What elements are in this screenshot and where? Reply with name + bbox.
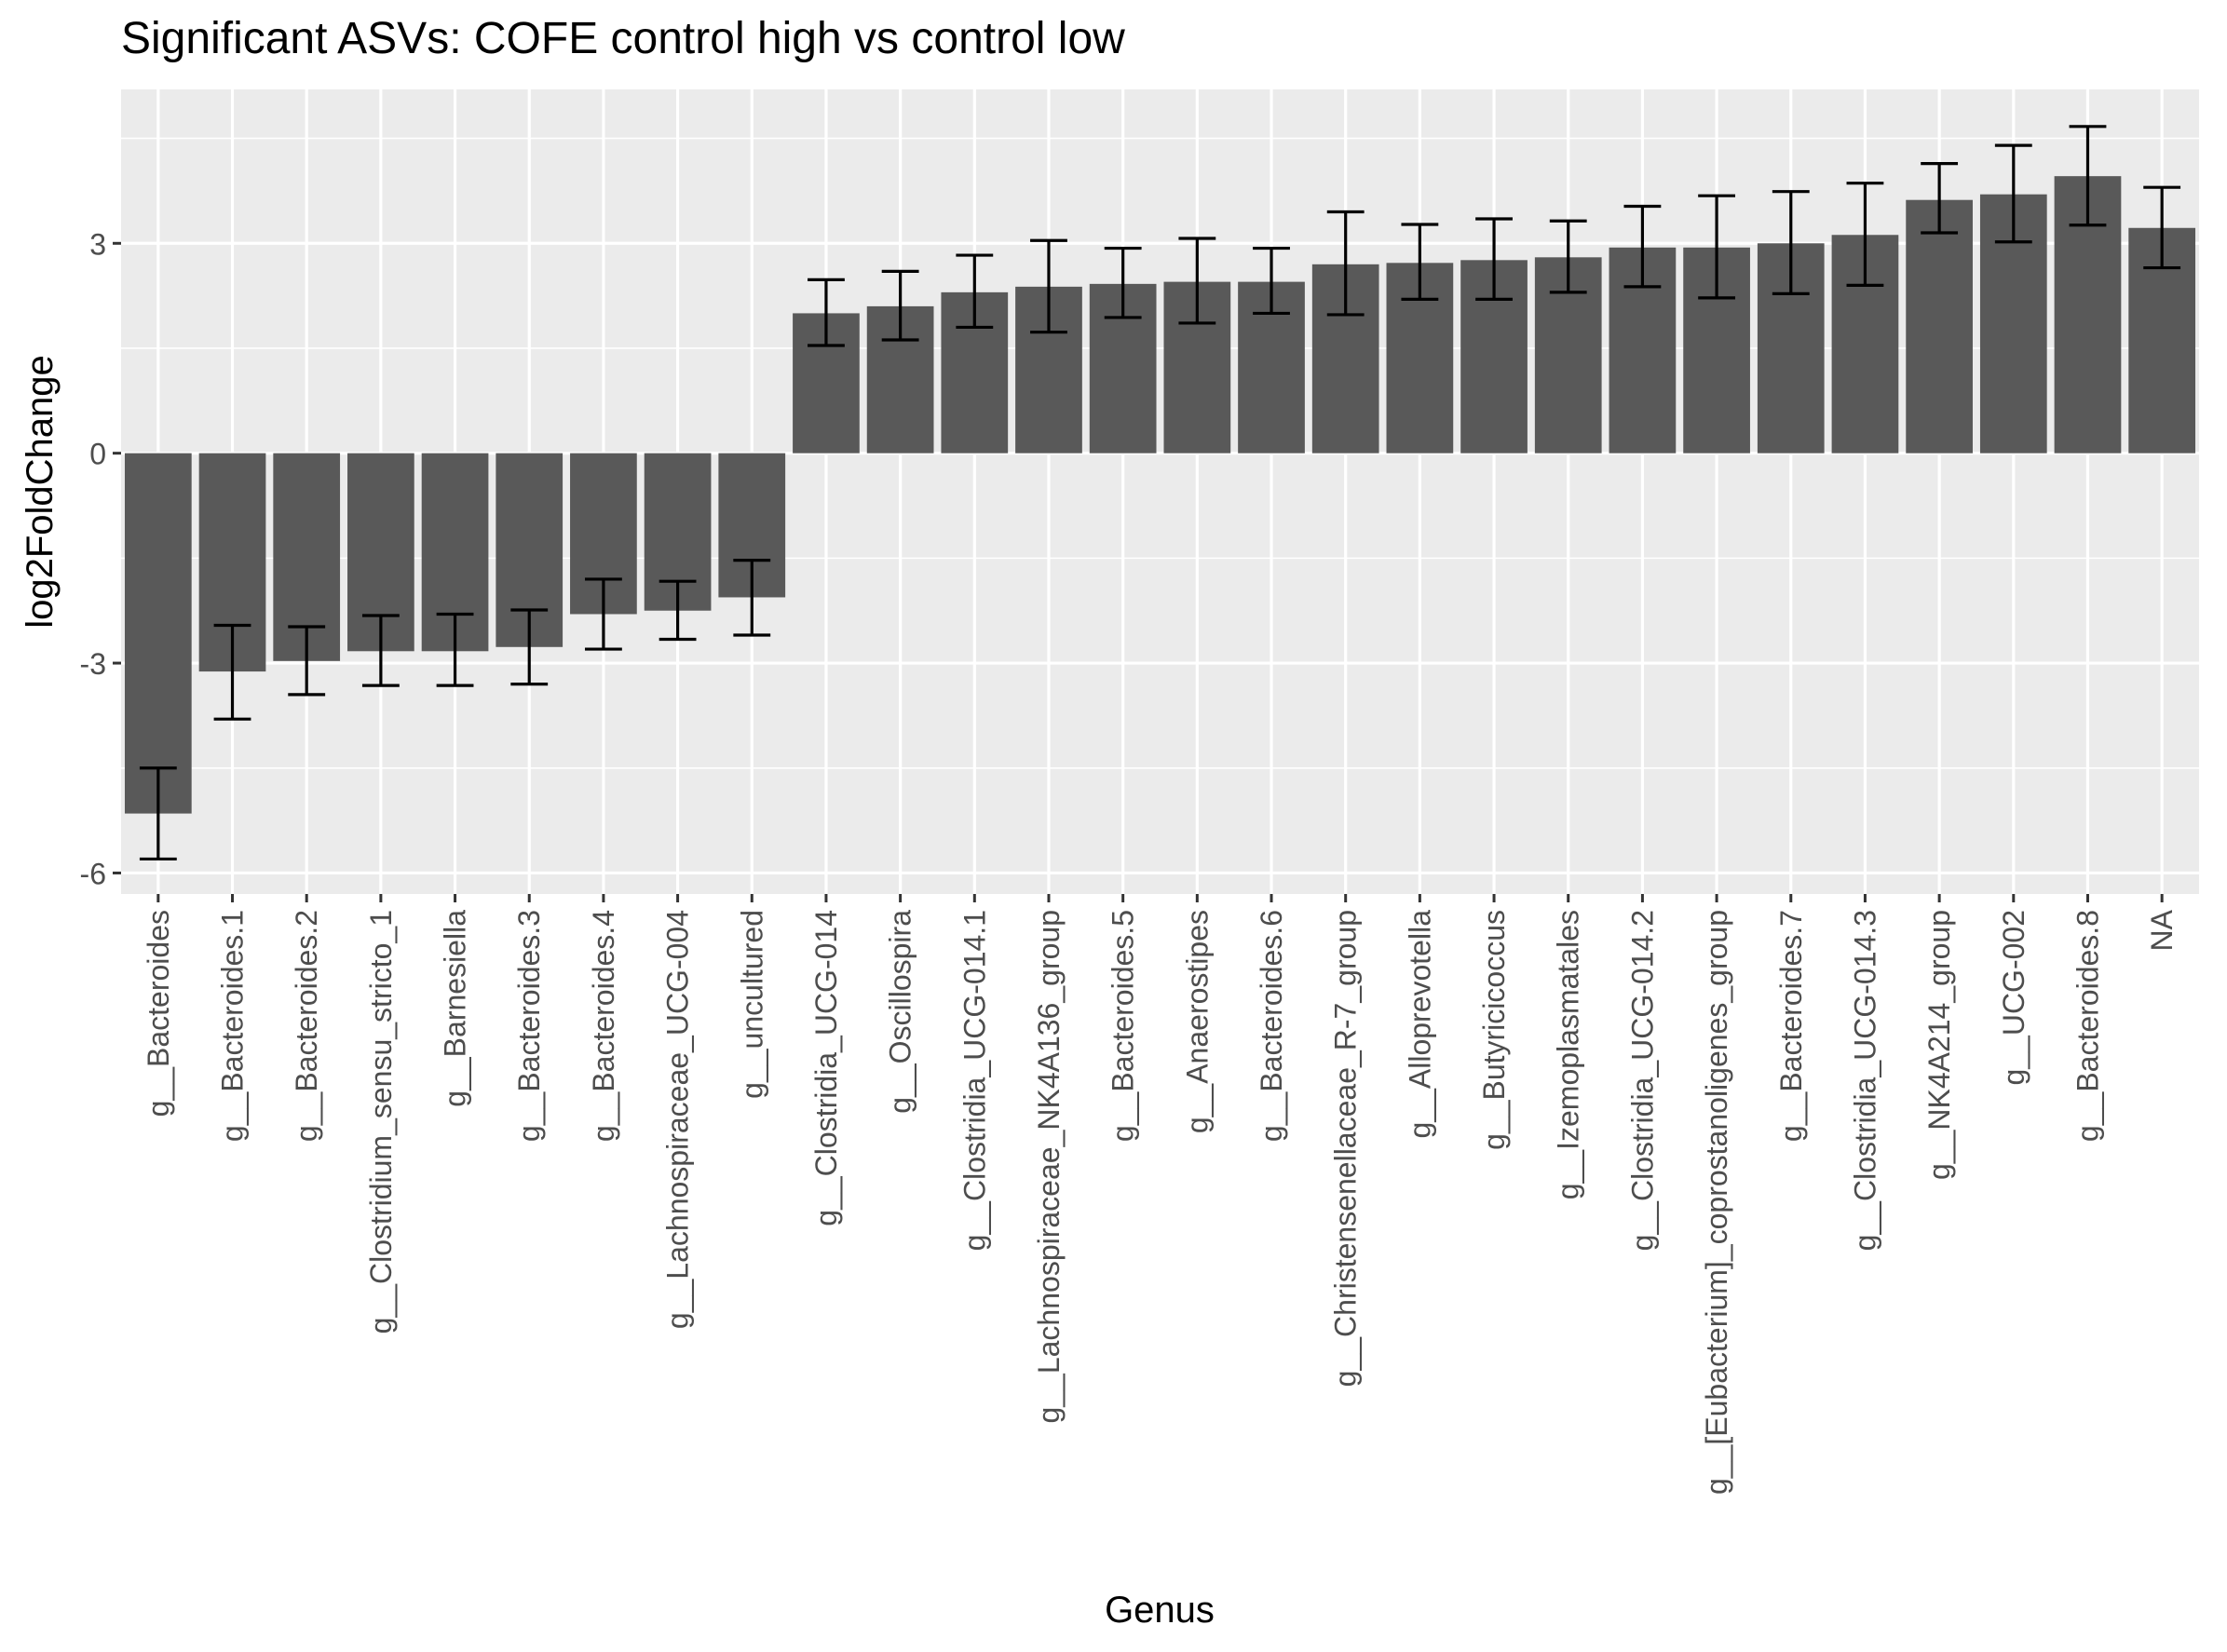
y-tick-label: -3	[80, 647, 106, 681]
error-bar	[510, 608, 549, 686]
x-tick-label: g__uncultured	[735, 910, 768, 1099]
error-bar	[1994, 143, 2032, 244]
error-bar	[1030, 238, 1067, 334]
x-tick-label: g__Clostridia_UCG-014.2	[1625, 910, 1659, 1251]
x-tick-label: g__Barnesiella	[439, 910, 472, 1107]
x-tick-label: g__[Eubacterium]_coprostanoligenes_group	[1700, 910, 1733, 1495]
bar	[124, 453, 192, 814]
x-tick-label: g__Bacteroides.6	[1255, 910, 1288, 1142]
error-bar	[1401, 223, 1439, 301]
x-tick-label: g__Bacteroides.3	[512, 910, 546, 1142]
x-tick-label: g__Christensenellaceae_R-7_group	[1329, 910, 1363, 1387]
axes: -6 -3 0 3 g__Bacteroides g__Bacteroides.1 g__B…	[80, 227, 2179, 1495]
error-bar	[139, 766, 177, 861]
x-tick-label: g__Oscillospira	[884, 910, 917, 1114]
error-bar	[1846, 182, 1884, 287]
x-tick-label: g__Clostridia_UCG-014.3	[1848, 910, 1881, 1251]
x-tick-label: g__Bacteroides.8	[2071, 910, 2104, 1142]
x-tick-label: g__Bacteroides	[142, 910, 175, 1117]
error-bar	[213, 623, 251, 721]
x-tick-label: g__Bacteroides.5	[1107, 910, 1140, 1142]
chart-title: Significant ASVs: COFE control high vs c…	[121, 14, 1125, 63]
error-bar	[1104, 246, 1142, 319]
error-bar	[808, 278, 845, 347]
bar	[1906, 199, 1973, 454]
error-bar	[1253, 246, 1290, 316]
y-tick-label: 0	[89, 438, 106, 471]
x-tick-label: g__Bacteroides.4	[587, 910, 620, 1142]
error-bars	[139, 125, 2181, 861]
error-bar	[1921, 162, 1959, 235]
error-bar	[2143, 185, 2181, 270]
error-bar	[956, 253, 994, 330]
x-tick-label: g__Bacteroides.1	[216, 910, 250, 1142]
x-tick-label: NA	[2145, 909, 2179, 951]
x-tick-label: g__Lachnospiraceae_NK4A136_group	[1032, 910, 1066, 1424]
error-bar	[361, 614, 400, 687]
y-tick-label: -6	[80, 857, 106, 890]
x-tick-label: g__Bacteroides.2	[290, 910, 323, 1142]
error-bar	[1623, 204, 1662, 289]
error-bar	[1698, 194, 1736, 300]
x-tick-label: g__NK4A214_group	[1922, 910, 1956, 1180]
x-tick-label: g__Alloprevotella	[1403, 910, 1436, 1139]
x-tick-label: g__Butyricicoccus	[1477, 910, 1511, 1150]
error-bar	[659, 579, 697, 642]
error-bar	[1326, 210, 1365, 317]
x-tick-label: g__Anaerostipes	[1180, 910, 1214, 1133]
error-bar	[584, 577, 622, 651]
x-tick-label: g__Izemoplasmatales	[1552, 910, 1585, 1199]
x-tick-label: g__Lachnospiraceae_UCG-004	[661, 910, 695, 1329]
error-bar	[1772, 190, 1810, 295]
x-tick-label: g__Bacteroides.7	[1774, 910, 1808, 1142]
x-tick-label: g__Clostridia_UCG-014.1	[957, 910, 991, 1251]
x-tick-label: g__Clostridia_UCG-014	[809, 910, 843, 1226]
error-bar	[2069, 125, 2107, 227]
x-axis-title: Genus	[1105, 1590, 1215, 1631]
y-tick-label: 3	[89, 227, 106, 261]
error-bar	[1178, 237, 1216, 325]
error-bar	[733, 559, 771, 637]
error-bar	[288, 625, 326, 697]
y-axis-title: log2FoldChange	[20, 355, 61, 629]
error-bar	[1475, 217, 1513, 301]
error-bar	[881, 269, 919, 342]
x-tick-label: g__Clostridium_sensu_stricto_1	[364, 910, 398, 1334]
x-tick-label: g__UCG-002	[1997, 910, 2030, 1086]
error-bar	[1549, 219, 1587, 294]
error-bar	[436, 612, 474, 687]
